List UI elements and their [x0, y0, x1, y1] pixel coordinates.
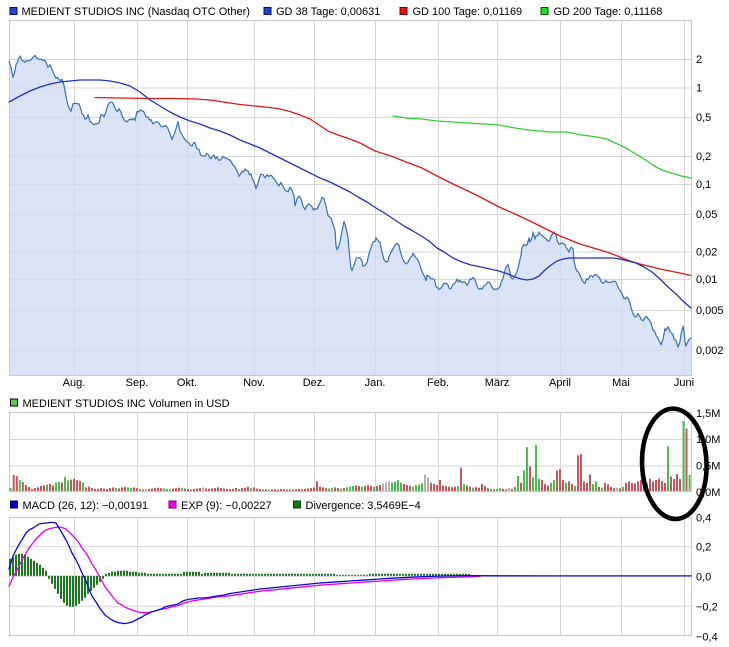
svg-text:Feb.: Feb.: [427, 377, 449, 389]
svg-text:1: 1: [696, 83, 702, 95]
svg-text:Mai: Mai: [612, 377, 630, 389]
svg-text:Juni: Juni: [674, 377, 694, 389]
svg-text:0,0: 0,0: [696, 571, 711, 583]
svg-text:−0,2: −0,2: [696, 601, 718, 613]
svg-text:März: März: [485, 377, 509, 389]
svg-text:1,5M: 1,5M: [696, 408, 720, 420]
svg-text:MACD (26, 12): −0,00191: MACD (26, 12): −0,00191: [23, 500, 149, 512]
svg-text:GD 38 Tage: 0,00631: GD 38 Tage: 0,00631: [276, 6, 380, 18]
svg-text:Dez.: Dez.: [303, 377, 326, 389]
svg-text:0,005: 0,005: [696, 305, 724, 317]
svg-text:0,05: 0,05: [696, 209, 717, 221]
svg-text:Okt.: Okt.: [177, 377, 197, 389]
svg-text:0,2: 0,2: [696, 542, 711, 554]
svg-text:0,01: 0,01: [696, 274, 717, 286]
svg-text:2: 2: [696, 54, 702, 66]
svg-text:Jan.: Jan.: [365, 377, 386, 389]
svg-text:0,2: 0,2: [696, 151, 711, 163]
svg-text:0,02: 0,02: [696, 247, 717, 259]
svg-text:Divergence: 3,5469E−4: Divergence: 3,5469E−4: [306, 500, 421, 512]
svg-text:GD 100 Tage: 0,01169: GD 100 Tage: 0,01169: [413, 6, 523, 18]
svg-text:MEDIENT STUDIOS INC Volumen in: MEDIENT STUDIOS INC Volumen in USD: [23, 398, 230, 410]
svg-text:GD 200 Tage: 0,11168: GD 200 Tage: 0,11168: [554, 6, 663, 18]
svg-text:MEDIENT STUDIOS INC (Nasdaq OT: MEDIENT STUDIOS INC (Nasdaq OTC Other): [22, 6, 250, 18]
svg-text:0,1: 0,1: [696, 179, 711, 191]
svg-text:Nov.: Nov.: [243, 377, 265, 389]
svg-text:April: April: [549, 377, 571, 389]
svg-text:EXP (9): −0,00227: EXP (9): −0,00227: [181, 500, 272, 512]
svg-text:Sep.: Sep.: [126, 377, 149, 389]
svg-text:Aug.: Aug.: [63, 377, 86, 389]
svg-text:0,002: 0,002: [696, 345, 724, 357]
svg-text:0,5: 0,5: [696, 112, 711, 124]
svg-text:−0,4: −0,4: [696, 632, 718, 644]
svg-text:0,4: 0,4: [696, 513, 711, 525]
